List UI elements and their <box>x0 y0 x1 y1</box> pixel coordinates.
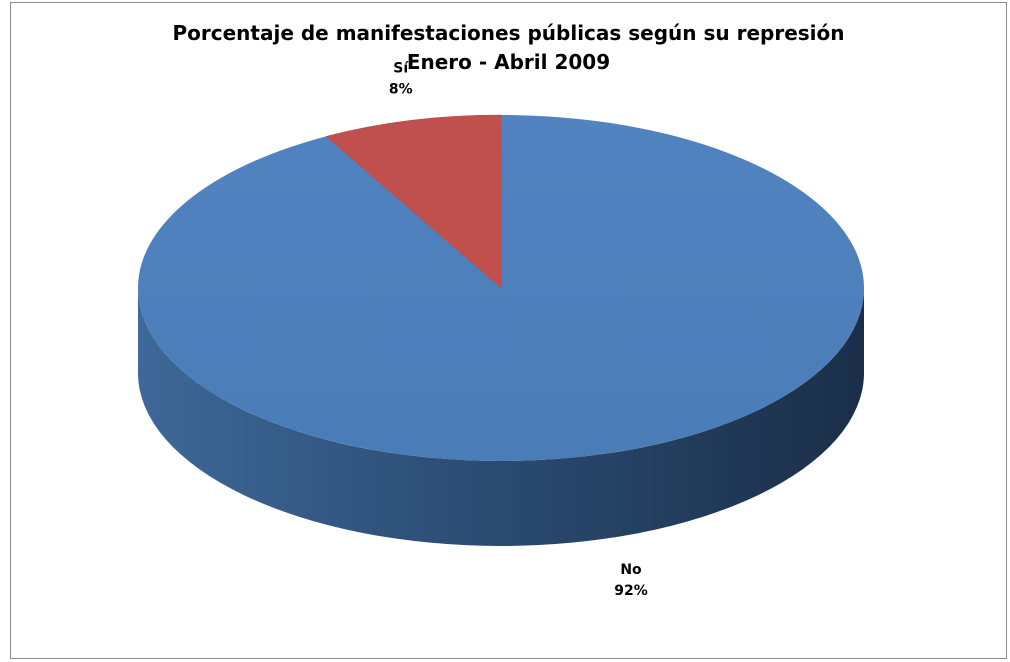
pie-labels: No 92% Sí 8% <box>389 60 648 599</box>
pie-chart: No 92% Sí 8% <box>137 60 864 599</box>
slice-value-si: 8% <box>389 81 413 97</box>
pie-top-face <box>137 114 864 461</box>
chart-area: Porcentaje de manifestaciones públicas s… <box>10 2 1007 659</box>
slice-value-no: 92% <box>614 583 648 599</box>
slice-label-no: No <box>620 562 642 578</box>
pie-side-wall-face <box>138 288 864 546</box>
chart-subtitle: Enero - Abril 2009 <box>406 50 611 74</box>
chart-title: Porcentaje de manifestaciones públicas s… <box>172 21 845 45</box>
slice-label-si: Sí <box>393 60 409 76</box>
pie-slice-si <box>325 114 502 289</box>
pie-side-wall <box>138 288 864 546</box>
